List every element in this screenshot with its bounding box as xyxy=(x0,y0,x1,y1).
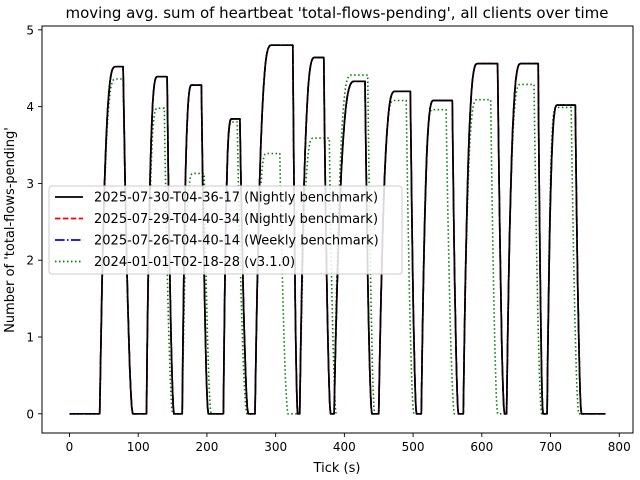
x-tick-label: 400 xyxy=(333,440,356,454)
x-ticks: 0 100 200 300 400 500 600 700 800 xyxy=(66,433,631,454)
plot-frame xyxy=(41,25,634,434)
y-tick-label: 0 xyxy=(26,407,34,421)
legend-label-3: 2025-07-26-T04-40-14 (Weekly benchmark) xyxy=(94,234,379,249)
y-ticks: 0 1 2 3 4 5 xyxy=(26,23,42,421)
y-axis-label: Number of 'total-flows-pending' xyxy=(3,127,18,333)
x-tick-label: 800 xyxy=(608,440,631,454)
legend: 2025-07-30-T04-36-17 (Nightly benchmark)… xyxy=(48,185,403,275)
y-tick-label: 2 xyxy=(26,254,34,268)
x-tick-label: 500 xyxy=(402,440,425,454)
chart-title: moving avg. sum of heartbeat 'total-flow… xyxy=(65,4,608,22)
legend-label-2: 2025-07-29-T04-40-34 (Nightly benchmark) xyxy=(94,212,378,227)
y-tick-label: 3 xyxy=(26,177,34,191)
series-line-1 xyxy=(69,44,606,415)
x-tick-label: 200 xyxy=(195,440,218,454)
y-tick-label: 4 xyxy=(26,100,34,114)
x-tick-label: 600 xyxy=(470,440,493,454)
legend-box xyxy=(48,185,403,275)
legend-label-1: 2025-07-30-T04-36-17 (Nightly benchmark) xyxy=(94,191,378,206)
x-tick-label: 100 xyxy=(127,440,150,454)
x-tick-label: 0 xyxy=(66,440,74,454)
x-axis-label: Tick (s) xyxy=(313,461,361,476)
legend-label-4: 2024-01-01-T02-18-28 (v3.1.0) xyxy=(94,255,295,270)
y-tick-label: 1 xyxy=(26,331,34,345)
y-tick-label: 5 xyxy=(26,23,34,37)
x-tick-label: 300 xyxy=(264,440,287,454)
series-layer xyxy=(69,44,606,415)
x-tick-label: 700 xyxy=(539,440,562,454)
